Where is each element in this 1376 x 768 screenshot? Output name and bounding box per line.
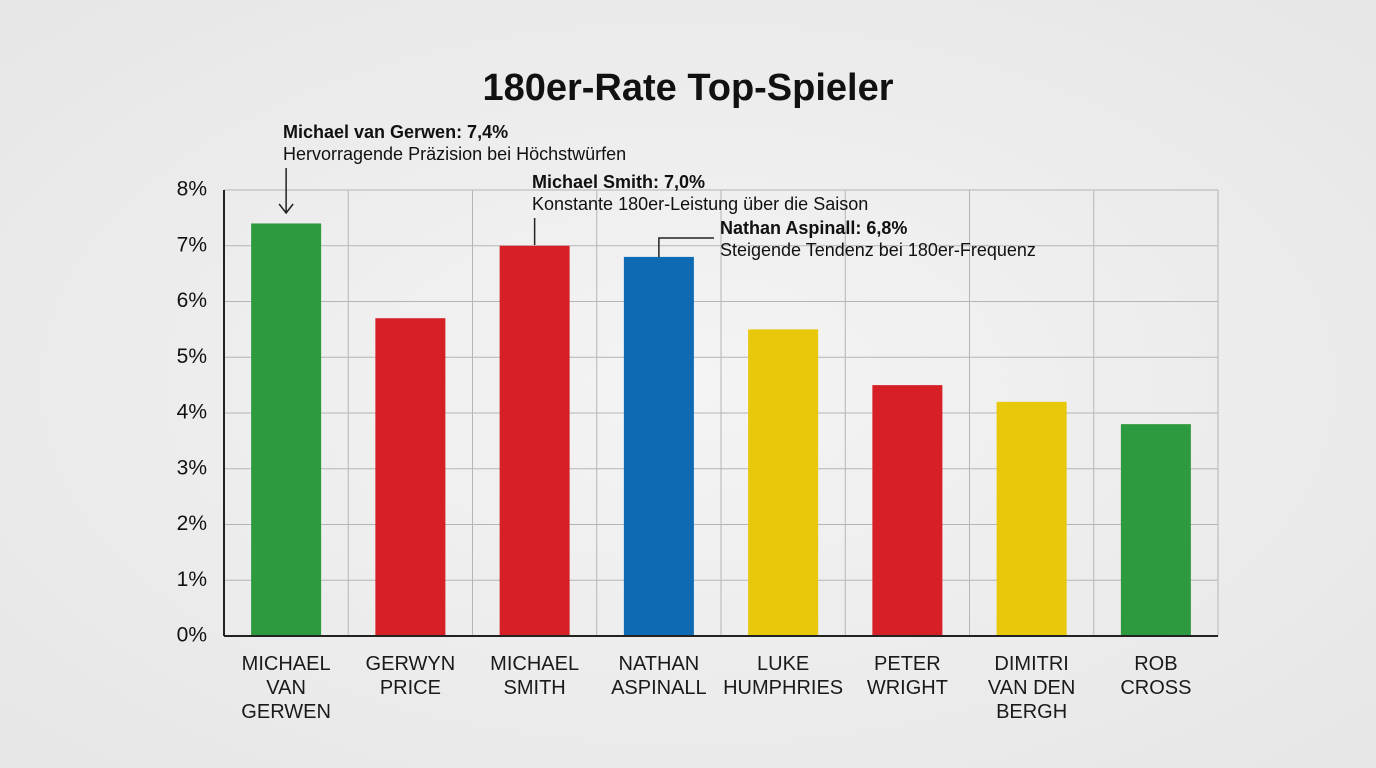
annotation-label: Nathan Aspinall: 6,8% [720,218,907,238]
x-tick-label: PETER WRIGHT [866,653,948,699]
y-tick-label: 4% [177,401,207,424]
y-tick-label: 5% [177,345,207,368]
y-tick-label: 2% [177,512,207,535]
x-tick-label: GERWYN PRICE [365,653,456,699]
y-tick-label: 1% [177,568,207,591]
y-tick-label: 8% [177,178,207,201]
x-tick-label: MICHAEL VAN GERWEN [241,653,331,723]
bar [996,401,1067,636]
annotation-text: Konstante 180er-Leistung über die Saison [532,194,868,214]
x-tick-label: ROB CROSS [1120,653,1192,699]
y-tick-label: 7% [177,233,207,256]
annotation-text: Hervorragende Präzision bei Höchstwürfen [283,144,626,164]
x-tick-label: DIMITRI VAN DEN BERGH [987,653,1076,723]
annotation-arrow [278,168,294,215]
y-tick-label: 6% [177,289,207,312]
annotation-text: Steigende Tendenz bei 180er-Frequenz [720,240,1036,260]
bar [375,318,446,636]
bar [1120,424,1191,636]
bar [872,385,943,636]
chart-title: 180er-Rate Top-Spieler [482,67,893,109]
bar [499,245,570,636]
x-tick-label: NATHAN ASPINALL [611,653,707,699]
x-tick-label: MICHAEL SMITH [490,653,580,699]
x-tick-label: LUKE HUMPHRIES [723,653,844,699]
bar [623,256,694,636]
bar [251,223,322,636]
y-tick-label: 0% [177,624,207,647]
bar [748,329,819,636]
annotation-connector [658,237,714,257]
y-tick-label: 3% [177,456,207,479]
annotation-label: Michael Smith: 7,0% [532,172,705,192]
annotation-label: Michael van Gerwen: 7,4% [283,122,508,142]
